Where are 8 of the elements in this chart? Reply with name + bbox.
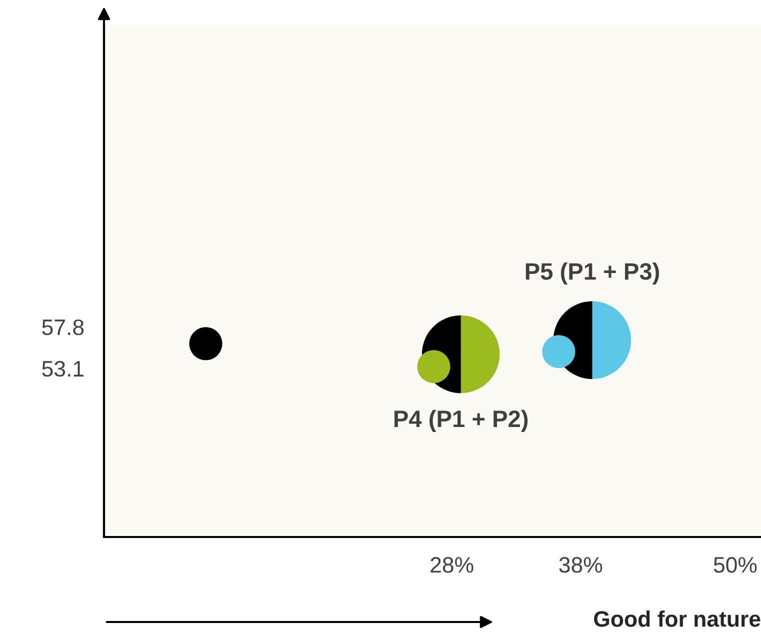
y-tick-label: 53.1 [42,360,84,377]
x-tick-label: 28% [430,557,474,573]
y-tick-label: 57.8 [42,319,84,336]
x-axis-title: Good for nature [594,610,760,627]
x-tick-label: 50% [714,557,757,573]
x-tick-label: 38% [559,557,602,573]
annotation: P4 (P1 + P2) [394,410,528,432]
annotation: P5 (P1 + P3) [526,262,659,284]
